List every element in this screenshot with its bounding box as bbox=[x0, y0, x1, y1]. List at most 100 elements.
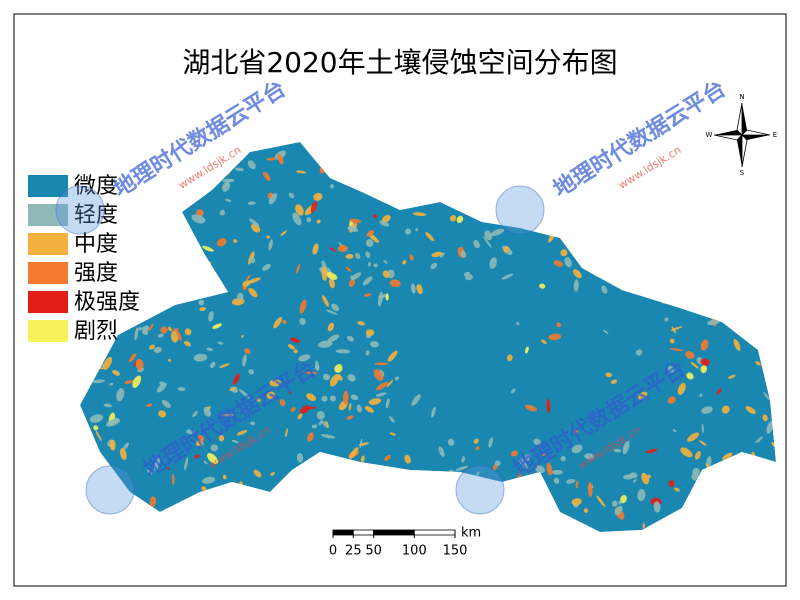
erosion-patch bbox=[702, 222, 711, 234]
erosion-patch bbox=[746, 468, 757, 477]
erosion-patch bbox=[300, 495, 309, 503]
erosion-patch bbox=[465, 274, 473, 281]
erosion-patch bbox=[160, 326, 168, 334]
erosion-patch bbox=[217, 341, 224, 345]
erosion-patch bbox=[135, 358, 144, 371]
erosion-patch bbox=[143, 290, 155, 299]
erosion-patch bbox=[372, 170, 376, 178]
erosion-patch bbox=[270, 472, 275, 476]
erosion-patch bbox=[102, 356, 113, 370]
erosion-patch bbox=[85, 147, 92, 154]
erosion-patch bbox=[764, 173, 772, 180]
erosion-patch bbox=[112, 370, 120, 376]
erosion-patch bbox=[575, 480, 579, 489]
erosion-patch bbox=[700, 358, 710, 366]
erosion-patch bbox=[116, 388, 125, 402]
erosion-patch bbox=[768, 497, 776, 511]
erosion-patch bbox=[329, 374, 339, 387]
erosion-patch bbox=[452, 146, 462, 155]
erosion-patch bbox=[205, 282, 212, 288]
erosion-patch bbox=[701, 406, 713, 414]
erosion-patch bbox=[299, 299, 307, 314]
erosion-patch bbox=[202, 245, 214, 252]
erosion-patch bbox=[322, 295, 330, 307]
erosion-patch bbox=[103, 163, 110, 170]
erosion-patch bbox=[402, 260, 407, 265]
erosion-patch bbox=[642, 215, 656, 226]
erosion-patch bbox=[462, 206, 466, 213]
erosion-patch bbox=[655, 191, 663, 198]
erosion-patch bbox=[124, 380, 132, 385]
erosion-patch bbox=[755, 436, 763, 444]
erosion-patch bbox=[246, 277, 261, 284]
erosion-patch bbox=[642, 271, 647, 281]
legend-label: 中度 bbox=[74, 232, 118, 257]
erosion-patch bbox=[667, 256, 672, 263]
erosion-patch bbox=[667, 396, 676, 404]
erosion-patch bbox=[702, 203, 715, 213]
erosion-patch bbox=[566, 478, 576, 484]
erosion-patch bbox=[714, 204, 723, 213]
erosion-patch bbox=[205, 150, 209, 160]
erosion-patch bbox=[593, 200, 597, 206]
erosion-patch bbox=[295, 263, 300, 274]
erosion-patch bbox=[642, 523, 645, 529]
scale-label: 100 bbox=[402, 544, 427, 559]
erosion-patch bbox=[591, 532, 597, 538]
erosion-patch bbox=[91, 379, 105, 384]
erosion-patch bbox=[711, 146, 724, 152]
erosion-patch bbox=[571, 523, 579, 531]
erosion-patch bbox=[759, 248, 765, 255]
erosion-patch bbox=[183, 254, 191, 261]
erosion-patch bbox=[701, 423, 704, 433]
erosion-patch bbox=[151, 528, 160, 532]
erosion-patch bbox=[233, 239, 238, 243]
erosion-patch bbox=[118, 519, 123, 525]
erosion-patch bbox=[148, 323, 154, 332]
erosion-patch bbox=[248, 287, 258, 298]
erosion-patch bbox=[208, 311, 214, 322]
erosion-patch bbox=[247, 160, 256, 170]
erosion-patch bbox=[621, 216, 630, 225]
erosion-patch bbox=[154, 198, 164, 207]
erosion-patch bbox=[363, 166, 371, 174]
legend-swatch bbox=[28, 291, 68, 313]
erosion-patch bbox=[250, 257, 256, 264]
watermark-logo bbox=[455, 465, 505, 515]
erosion-patch bbox=[673, 267, 681, 272]
erosion-patch bbox=[168, 326, 173, 332]
erosion-patch bbox=[533, 438, 541, 445]
erosion-patch bbox=[689, 157, 699, 164]
erosion-patch bbox=[730, 514, 738, 519]
erosion-patch bbox=[244, 348, 251, 355]
erosion-patch bbox=[750, 145, 755, 157]
erosion-patch bbox=[610, 251, 621, 262]
erosion-patch bbox=[135, 511, 146, 523]
erosion-patch bbox=[80, 428, 88, 439]
erosion-patch bbox=[87, 457, 91, 464]
erosion-patch bbox=[638, 201, 646, 214]
erosion-patch bbox=[613, 448, 622, 453]
erosion-patch bbox=[496, 174, 501, 185]
erosion-patch bbox=[571, 444, 583, 454]
erosion-patch bbox=[146, 222, 149, 231]
erosion-patch bbox=[153, 192, 161, 200]
erosion-patch bbox=[195, 209, 204, 217]
erosion-patch bbox=[680, 447, 693, 458]
erosion-patch bbox=[381, 214, 391, 223]
erosion-patch bbox=[384, 454, 391, 461]
erosion-patch bbox=[616, 254, 622, 261]
erosion-patch bbox=[128, 353, 137, 363]
erosion-patch bbox=[385, 293, 389, 301]
erosion-patch bbox=[696, 287, 708, 297]
erosion-patch bbox=[439, 174, 444, 184]
erosion-patch bbox=[513, 513, 527, 518]
erosion-patch bbox=[718, 142, 726, 146]
erosion-patch bbox=[241, 334, 244, 338]
erosion-patch bbox=[168, 358, 172, 362]
erosion-patch bbox=[415, 227, 419, 232]
erosion-patch bbox=[422, 479, 428, 485]
erosion-patch bbox=[207, 453, 219, 465]
erosion-patch bbox=[183, 340, 191, 347]
erosion-patch bbox=[669, 338, 675, 344]
